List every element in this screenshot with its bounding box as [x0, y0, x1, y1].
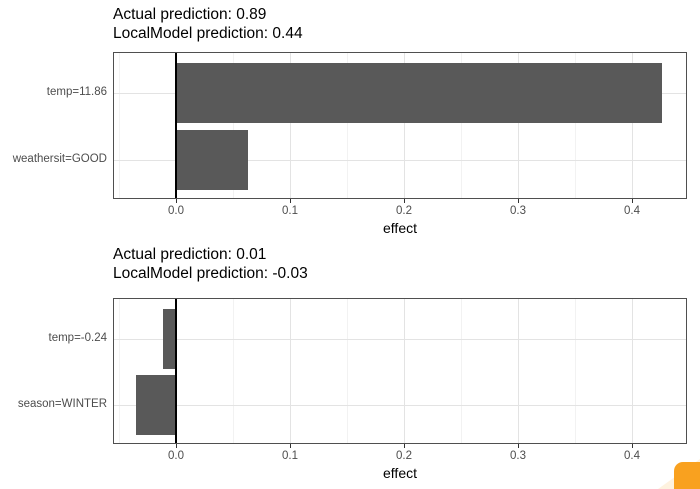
chart-2-title-block: Actual prediction: 0.01 LocalModel predi…: [113, 245, 308, 283]
gridline-major: [632, 53, 634, 198]
x-tick-mark: [290, 444, 291, 448]
orange-corner-shape: [674, 462, 700, 489]
x-tick-label-2: 0.2: [396, 205, 412, 217]
x-tick-label-1: 0.1: [282, 205, 298, 217]
gridline-major: [289, 53, 291, 198]
gridline-minor: [461, 299, 463, 443]
gridline-minor: [575, 53, 577, 198]
x-tick-mark: [176, 444, 177, 448]
y-axis-label-1: season=WINTER: [17, 398, 107, 410]
x-tick-label-4: 0.4: [624, 205, 640, 217]
gridline-major-horizontal: [114, 160, 686, 161]
gridline-minor: [575, 299, 577, 443]
bar-1: [135, 375, 176, 435]
x-tick-label-3: 0.3: [510, 450, 526, 462]
x-tick-label-2: 0.2: [396, 450, 412, 462]
x-tick-label-0: 0.0: [168, 450, 184, 462]
x-tick-mark: [518, 199, 519, 203]
chart-1-localmodel-prediction-text: LocalModel prediction: 0.44: [113, 25, 303, 42]
y-axis-label-0: temp=11.86: [46, 86, 107, 98]
bar-1: [175, 130, 248, 190]
gridline-major: [403, 53, 405, 198]
x-axis-title: effect: [383, 220, 417, 236]
chart-2-localmodel-prediction-text: LocalModel prediction: -0.03: [113, 265, 308, 282]
plot-panel: [113, 52, 687, 199]
x-tick-label-3: 0.3: [510, 205, 526, 217]
gridline-major: [289, 299, 291, 443]
gridline-minor: [118, 53, 120, 198]
x-tick-mark: [404, 444, 405, 448]
bar-0: [175, 63, 662, 123]
x-tick-mark: [632, 199, 633, 203]
chart-1-actual-prediction-text: Actual prediction: 0.89: [113, 6, 267, 23]
x-tick-label-4: 0.4: [624, 450, 640, 462]
x-tick-label-0: 0.0: [168, 205, 184, 217]
gridline-minor: [232, 53, 234, 198]
gridline-minor: [346, 53, 348, 198]
gridline-major: [518, 299, 520, 443]
gridline-major: [518, 53, 520, 198]
gridline-minor: [346, 299, 348, 443]
x-tick-mark: [632, 444, 633, 448]
y-axis-label-1: weathersit=GOOD: [12, 153, 107, 165]
zero-reference-line: [174, 299, 177, 443]
x-tick-mark: [176, 199, 177, 203]
plot-panel: [113, 298, 687, 444]
chart-1-title-block: Actual prediction: 0.89 LocalModel predi…: [113, 5, 303, 43]
x-tick-mark: [518, 444, 519, 448]
gridline-major-horizontal: [114, 405, 686, 406]
gridline-major: [403, 299, 405, 443]
x-tick-mark: [290, 199, 291, 203]
x-axis-title: effect: [383, 465, 417, 481]
x-tick-mark: [404, 199, 405, 203]
gridline-minor: [232, 299, 234, 443]
chart-2-actual-prediction-text: Actual prediction: 0.01: [113, 246, 267, 263]
gridline-major-horizontal: [114, 339, 686, 340]
x-tick-label-1: 0.1: [282, 450, 298, 462]
y-axis-label-0: temp=-0.24: [48, 332, 108, 344]
gridline-major: [632, 299, 634, 443]
bar-0: [163, 309, 176, 369]
zero-reference-line: [174, 53, 177, 198]
gridline-minor: [461, 53, 463, 198]
gridline-minor: [118, 299, 120, 443]
